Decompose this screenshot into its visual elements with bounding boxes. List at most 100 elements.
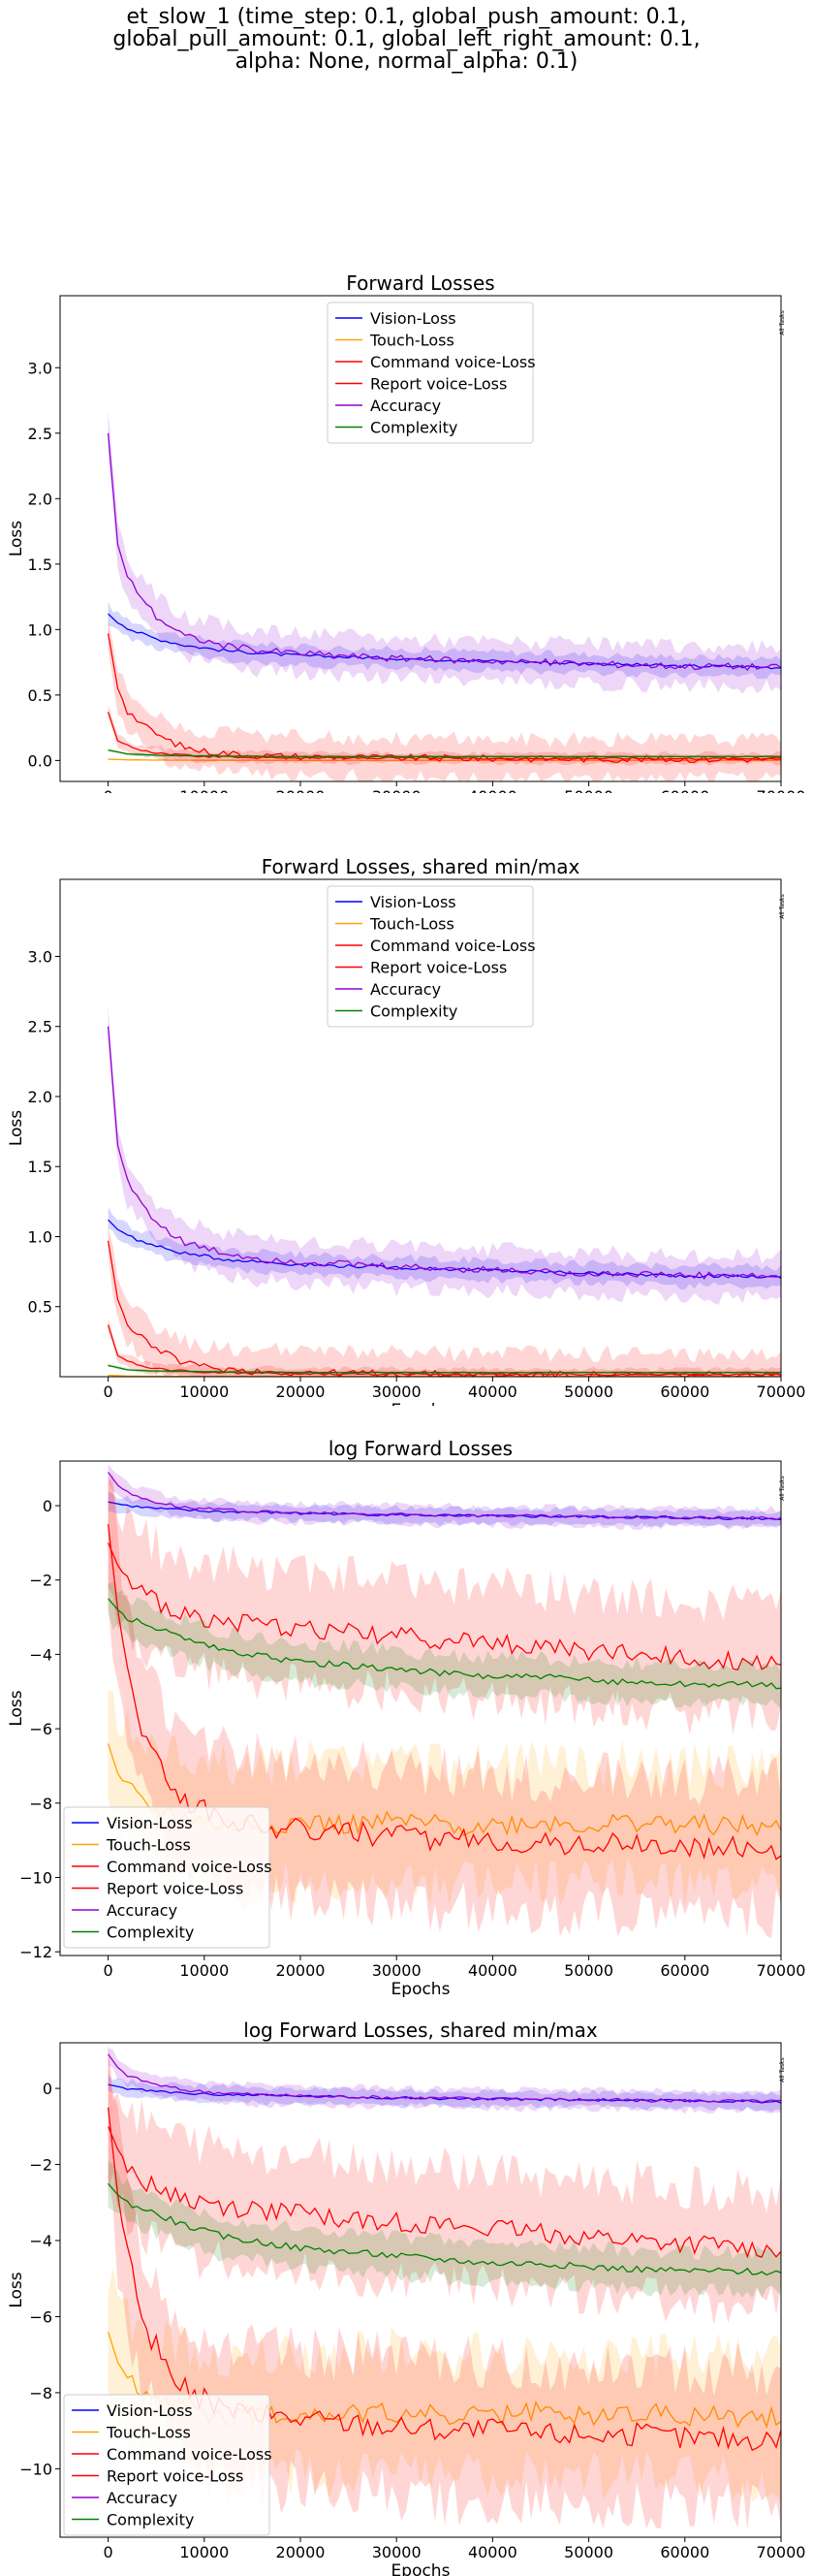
chart-panel-log-forward-losses-shared: log Forward Losses, shared min/max All Ta… bbox=[0, 2017, 813, 2576]
band-command-voice-loss bbox=[108, 1473, 781, 1735]
legend-label-complexity: Complexity bbox=[370, 419, 457, 437]
y-tick-label: 2.0 bbox=[28, 1088, 52, 1106]
legend-box bbox=[327, 302, 534, 444]
axes-frame bbox=[59, 2042, 782, 2538]
x-tick-label: 20000 bbox=[276, 787, 326, 793]
series-line-accuracy bbox=[107, 1026, 781, 1281]
legend-label-report-voice-loss: Report voice-Loss bbox=[370, 375, 507, 394]
x-tick-label: 60000 bbox=[660, 1961, 709, 1980]
x-tick-label: 10000 bbox=[179, 1961, 229, 1980]
legend-label-vision-loss: Vision-Loss bbox=[107, 1814, 193, 1832]
x-tick-label: 30000 bbox=[372, 2543, 422, 2561]
legend-label-touch-loss: Touch-Loss bbox=[106, 2424, 191, 2442]
series-line-complexity bbox=[108, 1364, 781, 1374]
legend-label-touch-loss: Touch-Loss bbox=[106, 1836, 191, 1855]
x-tick-label: 20000 bbox=[276, 2543, 326, 2561]
x-tick-label: 50000 bbox=[564, 787, 613, 793]
x-tick-label: 60000 bbox=[660, 2543, 709, 2561]
series-line-accuracy bbox=[108, 1472, 781, 1520]
band-report-voice-loss bbox=[108, 2043, 781, 2530]
y-tick-label: −6 bbox=[29, 1720, 52, 1738]
y-tick-label: 0 bbox=[43, 2080, 52, 2098]
x-tick-label: 40000 bbox=[468, 1383, 517, 1401]
legend-label-complexity: Complexity bbox=[107, 2511, 194, 2529]
chart-title: log Forward Losses bbox=[328, 1437, 513, 1460]
series-line-complexity bbox=[108, 748, 781, 758]
axes-frame bbox=[59, 878, 782, 1378]
y-tick-label: 1.5 bbox=[28, 1158, 52, 1176]
y-axis-label: Loss bbox=[7, 521, 26, 557]
band-report-voice-loss bbox=[108, 1474, 781, 1939]
figure-suptitle: et_slow_1 (time_step: 0.1, global_push_a… bbox=[0, 6, 813, 73]
x-tick-label: 50000 bbox=[564, 1383, 613, 1401]
band-vision-loss bbox=[108, 1206, 781, 1290]
legend-label-complexity: Complexity bbox=[370, 1002, 457, 1021]
y-axis-label: Loss bbox=[7, 2272, 26, 2307]
legend-label-report-voice-loss: Report voice-Loss bbox=[370, 959, 507, 977]
y-tick-label: 0 bbox=[43, 1497, 52, 1515]
axes-frame bbox=[59, 295, 782, 782]
x-tick-label: 0 bbox=[104, 1383, 113, 1401]
x-tick-label: 30000 bbox=[372, 1961, 422, 1980]
suptitle-line-3: alpha: None, normal_alpha: 0.1) bbox=[235, 49, 578, 74]
y-tick-label: −8 bbox=[29, 1795, 52, 1813]
y-tick-label: −6 bbox=[29, 2307, 52, 2326]
x-axis-label: Epochs bbox=[391, 1401, 451, 1406]
legend-box bbox=[63, 2394, 270, 2536]
y-tick-label: −10 bbox=[19, 2460, 52, 2478]
suptitle-line-1: et_slow_1 (time_step: 0.1, global_push_a… bbox=[126, 5, 687, 29]
band-accuracy bbox=[108, 2048, 781, 2115]
x-tick-label: 30000 bbox=[372, 787, 422, 793]
legend-label-accuracy: Accuracy bbox=[107, 1901, 177, 1920]
y-tick-label: −4 bbox=[29, 1645, 52, 1664]
y-tick-label: 1.5 bbox=[28, 556, 52, 574]
chart-forward-losses-shared-min-max: Forward Losses, shared min/max All Tasks 0… bbox=[7, 855, 805, 1406]
series-line-command-voice-loss bbox=[108, 2126, 781, 2259]
series-line-vision-loss bbox=[108, 2083, 781, 2104]
x-tick-label: 40000 bbox=[468, 1961, 517, 1980]
x-tick-label: 40000 bbox=[468, 787, 517, 793]
legend-label-accuracy: Accuracy bbox=[107, 2489, 177, 2507]
chart-log-forward-losses: log Forward Losses All Tasks 0 10000 20000 30… bbox=[7, 1437, 805, 1997]
legend-label-command-voice-loss: Command voice-Loss bbox=[107, 1858, 272, 1876]
legend-label-touch-loss: Touch-Loss bbox=[369, 915, 454, 934]
x-tick-label: 0 bbox=[104, 1961, 113, 1980]
series-line-vision-loss bbox=[108, 613, 781, 670]
y-axis-label: Loss bbox=[7, 1110, 26, 1146]
band-vision-loss bbox=[108, 601, 781, 680]
band-touch-loss bbox=[108, 1690, 781, 1909]
x-tick-label: 0 bbox=[104, 2543, 113, 2561]
chart-log-forward-losses-shared-min-max: log Forward Losses, shared min/max All Ta… bbox=[7, 2019, 806, 2576]
chart-forward-losses: Forward Losses All Tasks 0 10000 20000 30000 4… bbox=[7, 271, 805, 793]
legend-box bbox=[327, 885, 534, 1028]
legend-label-command-voice-loss: Command voice-Loss bbox=[107, 2445, 272, 2464]
legend-label-command-voice-loss: Command voice-Loss bbox=[370, 937, 536, 955]
band-accuracy bbox=[108, 1004, 781, 1305]
band-command-voice-loss bbox=[108, 705, 781, 766]
chart-title: Forward Losses bbox=[346, 271, 494, 295]
x-tick-label: 40000 bbox=[468, 2543, 517, 2561]
series-line-report-voice-loss bbox=[107, 633, 781, 764]
series-line-command-voice-loss bbox=[107, 712, 781, 760]
y-tick-label: −2 bbox=[29, 2156, 52, 2175]
legend: Vision-Loss Touch-Loss Command voice-Loss R… bbox=[63, 1806, 272, 1949]
y-tick-label: −10 bbox=[19, 1868, 52, 1887]
y-tick-label: 3.0 bbox=[28, 359, 52, 377]
band-command-voice-loss bbox=[108, 2058, 781, 2325]
series-line-complexity bbox=[108, 1598, 781, 1690]
series-line-complexity bbox=[108, 2182, 781, 2276]
legend-label-vision-loss: Vision-Loss bbox=[370, 893, 456, 911]
plot-area bbox=[107, 409, 781, 781]
x-tick-label: 70000 bbox=[757, 2543, 806, 2561]
x-tick-label: 50000 bbox=[564, 2543, 613, 2561]
all-tasks-label: All Tasks bbox=[779, 1476, 786, 1500]
chart-panel-forward-losses: Forward Losses All Tasks 0 10000 20000 30000 4… bbox=[0, 270, 813, 793]
y-tick-label: 1.0 bbox=[28, 620, 52, 639]
series-line-command-voice-loss bbox=[108, 1542, 781, 1670]
all-tasks-label: All Tasks bbox=[779, 310, 786, 334]
band-accuracy bbox=[108, 1464, 781, 1531]
series-line-accuracy bbox=[107, 432, 781, 672]
legend-label-command-voice-loss: Command voice-Loss bbox=[370, 353, 536, 371]
legend: Vision-Loss Touch-Loss Command voice-Loss R… bbox=[63, 2394, 272, 2536]
y-tick-label: 1.0 bbox=[28, 1227, 52, 1246]
